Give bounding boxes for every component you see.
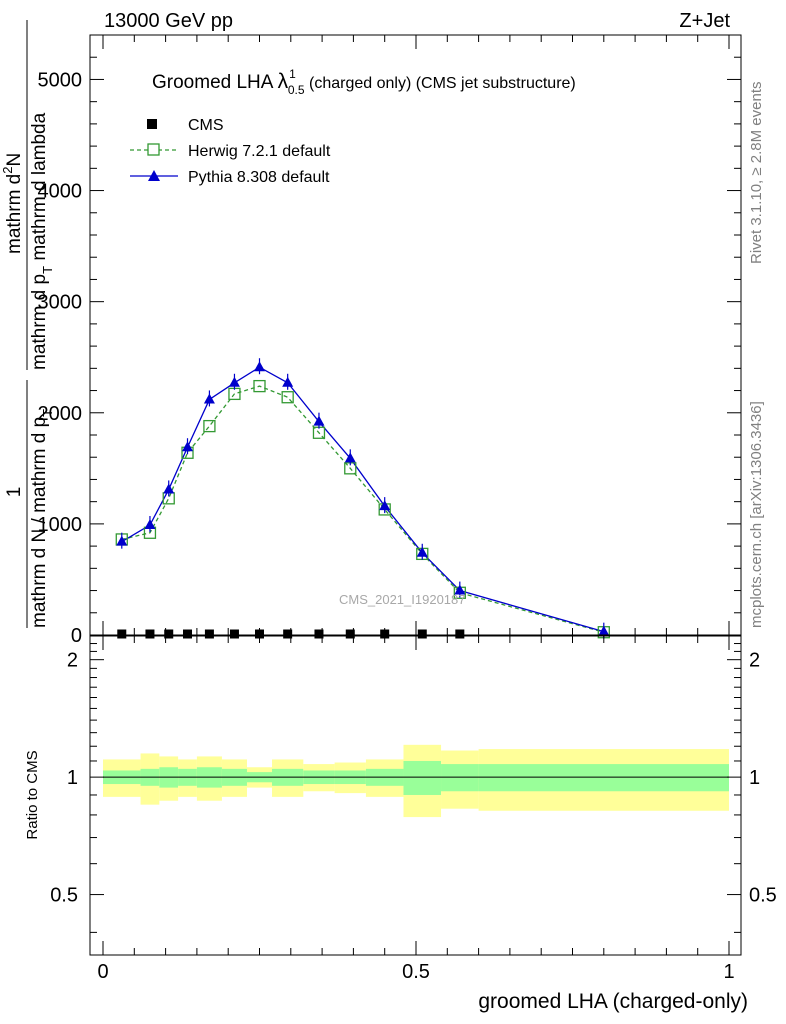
main-y-tick-label: 3000 (38, 292, 83, 314)
header-process-label: Z+Jet (679, 10, 730, 32)
pythia-point (313, 415, 325, 426)
main-panel: 0 1000 2000 3000 4000 5000 (38, 34, 742, 647)
main-y-tick-label: 2000 (38, 403, 83, 425)
herwig-point (203, 419, 216, 433)
pythia-point (116, 535, 128, 546)
ratio-y-tick-label: 0.5 (50, 885, 78, 907)
pythia-point (203, 393, 215, 404)
ylabel-frac1-numerator: 1 (4, 487, 25, 498)
cms-data-point (255, 629, 264, 639)
ratio-band-1sigma (441, 764, 479, 792)
pythia-point (228, 376, 240, 387)
mcplots-source-label: mcplots.cern.ch [arXiv:1306.3436] (748, 401, 765, 628)
main-y-tick-label: 0 (71, 625, 82, 647)
legend-label-pythia: Pythia 8.308 default (188, 169, 330, 186)
ratio-y-ticks: 0.5 0.5 1 1 2 2 (50, 643, 777, 933)
herwig-point (281, 391, 294, 404)
herwig-point (228, 387, 241, 401)
cms-data-point (164, 629, 174, 639)
cms-data-point (117, 629, 127, 639)
analysis-watermark: CMS_2021_I1920187 (339, 592, 466, 607)
title-superscript: 1 (289, 67, 296, 81)
pythia-point (598, 625, 610, 636)
pythia-point (182, 441, 194, 452)
pythia-line (121, 366, 604, 633)
ylabel-frac2-denominator: mathrm d pT mathrm d lambda (29, 112, 55, 370)
legend: CMS Herwig 7.2.1 default Pythia 8.308 de… (130, 117, 331, 186)
cms-data-point (283, 629, 293, 639)
legend-marker-cms (147, 119, 157, 129)
cms-data-point (145, 629, 155, 639)
x-tick-label: 0 (97, 961, 108, 983)
ratio-y-tick-label-right: 0.5 (749, 885, 777, 907)
pythia-point (454, 584, 466, 595)
rivet-version-label: Rivet 3.1.10, ≥ 2.8M events (748, 82, 765, 265)
title-subscript: 0.5 (288, 83, 305, 97)
header-energy-label: 13000 GeV pp (104, 10, 233, 32)
main-y-tick-label: 1000 (38, 514, 83, 536)
main-frame (89, 34, 742, 636)
legend-marker-herwig (147, 143, 160, 156)
main-y-axis-label: 1 mathrm d N / mathrm d pT mathrm d2N ma… (0, 20, 55, 628)
plot-title: Groomed LHA λ1 0.5 (charged only) (CMS je… (152, 67, 576, 97)
legend-marker-pythia (148, 170, 160, 181)
herwig-point (253, 379, 266, 393)
pythia-point (379, 500, 391, 511)
legend-label-herwig: Herwig 7.2.1 default (188, 143, 331, 160)
ratio-panel: 0.5 0.51 12 2 0 0.5 1 (50, 635, 777, 983)
cms-data-point (204, 629, 214, 639)
ratio-y-tick-label-right: 1 (749, 767, 760, 789)
main-y-tick-label: 5000 (38, 69, 83, 91)
legend-label-cms: CMS (188, 117, 224, 134)
ratio-band-1sigma (478, 764, 729, 792)
title-suffix: (charged only) (CMS jet substructure) (305, 75, 576, 92)
ratio-y-tick-label: 2 (67, 650, 78, 672)
cms-data-point (314, 629, 324, 639)
cms-data-point (229, 629, 239, 639)
ratio-y-tick-label-right: 2 (749, 650, 760, 672)
pythia-point (144, 519, 156, 529)
ylabel-frac1-denominator: mathrm d N / mathrm d pT (29, 409, 55, 628)
x-axis-ticks: 0 0.5 1 (97, 636, 735, 983)
ratio-uncertainty-bands (103, 744, 729, 818)
title-prefix: Groomed LHA (152, 72, 278, 93)
cms-data-point (345, 629, 355, 639)
ylabel-frac2-numerator: mathrm d2N (0, 153, 25, 254)
herwig-line (121, 385, 604, 633)
title-symbol: λ (278, 70, 289, 93)
cms-data-point (183, 629, 193, 639)
main-y-tick-label: 4000 (38, 181, 83, 203)
ratio-band-1sigma (403, 760, 442, 795)
main-series (115, 358, 610, 639)
pythia-point (163, 483, 175, 494)
ratio-y-axis-label: Ratio to CMS (24, 750, 41, 839)
cms-data-point (417, 629, 427, 639)
cms-data-point (380, 629, 390, 639)
main-y-ticks: 0 1000 2000 3000 4000 5000 (38, 34, 741, 647)
x-axis-label: groomed LHA (charged-only) (478, 990, 748, 1013)
ratio-y-tick-label: 1 (67, 767, 78, 789)
pythia-point (416, 546, 428, 557)
pythia-point (254, 361, 265, 372)
cms-data-point (455, 629, 465, 639)
x-tick-label: 0.5 (402, 961, 430, 983)
x-tick-label: 1 (723, 961, 734, 983)
herwig-point (312, 426, 326, 439)
pythia-point (344, 452, 356, 463)
pythia-point (282, 376, 294, 387)
ratio-frame (89, 635, 742, 956)
